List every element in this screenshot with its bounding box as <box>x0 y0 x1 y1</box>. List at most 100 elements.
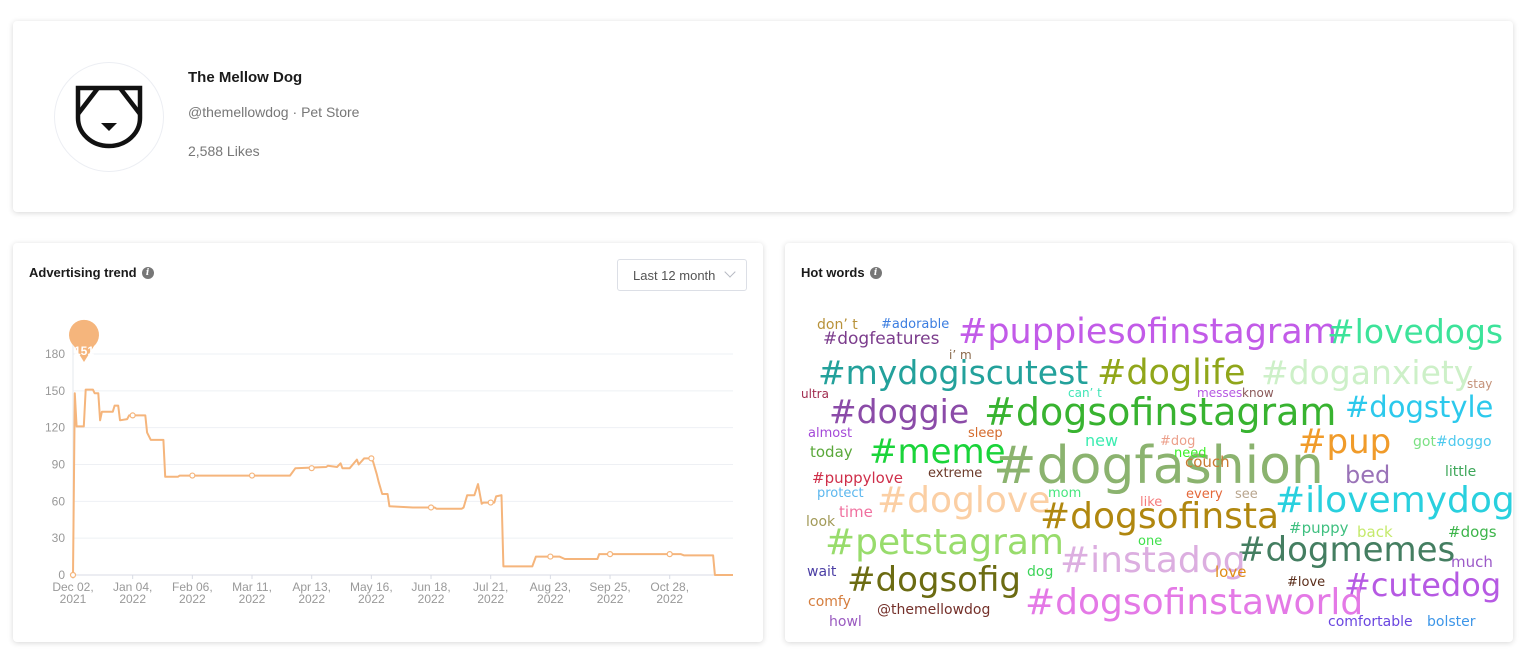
profile-likes: 2,588 Likes <box>188 143 260 159</box>
hot-word: mom <box>1048 486 1082 501</box>
range-select[interactable]: Last 12 month <box>617 259 747 291</box>
data-marker[interactable] <box>189 472 196 479</box>
peak-pin-value: 151 <box>74 344 94 358</box>
hot-word: dog <box>1027 564 1054 580</box>
hot-word: couch <box>1185 453 1230 471</box>
x-tick-label: Jan 04, <box>113 580 152 594</box>
x-tick-label: Sep 25, <box>589 580 630 594</box>
hot-words-card: Hot words i don’ t #adorable #dogfeatures #… <box>785 243 1515 642</box>
data-marker[interactable] <box>368 455 375 462</box>
x-tick-label-year: 2022 <box>179 592 206 606</box>
x-tick-label: Aug 23, <box>530 580 571 594</box>
hot-word: #puppiesofinstagram <box>958 312 1337 352</box>
hot-word: little <box>1445 464 1477 480</box>
hot-word: see <box>1235 487 1258 502</box>
x-tick-label-year: 2022 <box>597 592 624 606</box>
separator: · <box>288 104 302 120</box>
data-marker[interactable] <box>427 504 435 511</box>
hot-word: #dogmemes <box>1237 530 1456 570</box>
hot-word: #meme <box>869 432 1006 472</box>
y-tick-label: 90 <box>52 458 66 472</box>
hot-word: #cutedog <box>1344 566 1502 604</box>
hot-word: extreme <box>928 466 983 481</box>
x-tick-label-year: 2022 <box>239 592 266 606</box>
y-tick-label: 180 <box>45 347 65 361</box>
x-tick-label: May 16, <box>350 580 393 594</box>
y-tick-label: 30 <box>52 531 66 545</box>
hot-word: protect <box>817 486 864 501</box>
hot-word: i’ m <box>949 348 972 362</box>
hot-word: today <box>810 443 853 461</box>
hot-word: #doggie <box>829 392 970 431</box>
y-tick-label: 0 <box>58 568 65 582</box>
hot-word: don’ t <box>817 317 858 333</box>
hot-word: #adorable <box>881 317 950 332</box>
data-marker[interactable] <box>248 472 256 479</box>
hot-word: #mydogiscutest <box>818 353 1089 392</box>
data-marker[interactable] <box>606 551 614 558</box>
y-tick-label: 120 <box>45 421 65 435</box>
hot-word: #dogsofig <box>847 560 1021 600</box>
profile-category: Pet Store <box>301 104 360 120</box>
hot-word: can’ t <box>1068 386 1102 400</box>
advertising-trend-card: Advertising trend i Last 12 month 0 30 60 9… <box>13 243 763 642</box>
trend-line <box>72 388 733 576</box>
profile-name: The Mellow Dog <box>188 69 303 86</box>
hot-word: comfortable <box>1328 614 1413 630</box>
data-marker[interactable] <box>129 412 136 419</box>
hot-word: got <box>1413 434 1436 450</box>
x-tick-label: Oct 28, <box>650 580 689 594</box>
data-marker[interactable] <box>69 571 77 579</box>
x-tick-label-year: 2022 <box>656 592 683 606</box>
hot-word: #doggo <box>1436 434 1492 450</box>
data-marker[interactable] <box>547 553 554 560</box>
hot-word: #doglove <box>877 480 1051 521</box>
data-marker[interactable] <box>487 499 494 506</box>
hot-word: #lovedogs <box>1327 312 1504 351</box>
hot-word: #puppylove <box>812 469 903 487</box>
hot-word: look <box>806 514 836 530</box>
avatar <box>54 62 164 172</box>
hot-word: #petstagram <box>825 522 1064 563</box>
y-tick-label: 150 <box>45 384 65 398</box>
hot-word: #puppy <box>1289 519 1349 537</box>
x-tick-label-year: 2021 <box>60 592 87 606</box>
x-tick-label: Dec 02, <box>52 580 93 594</box>
hot-word: #dog <box>1160 434 1196 449</box>
hot-word: time <box>839 503 873 521</box>
hot-word: #dogfeatures <box>823 329 940 349</box>
peak-pin-icon <box>69 319 99 362</box>
data-marker[interactable] <box>666 551 673 558</box>
profile-handle: @themellowdog <box>188 104 289 120</box>
hot-words-title-text: Hot words <box>801 265 865 280</box>
hot-word: #dogsofinstagram <box>984 390 1337 434</box>
hot-word: stay <box>1467 377 1493 391</box>
x-tick-label-year: 2022 <box>358 592 385 606</box>
hot-word: #ilovemydog <box>1275 480 1515 521</box>
x-tick-label: Feb 06, <box>172 580 213 594</box>
hot-word: #dogsofinsta <box>1040 496 1280 537</box>
hot-word: #instadog <box>1060 540 1246 581</box>
hot-word: #dogfashion <box>993 436 1324 496</box>
trend-title-text: Advertising trend <box>29 265 137 280</box>
hot-word: wait <box>807 564 837 580</box>
x-tick-label-year: 2022 <box>298 592 325 606</box>
hot-word: much <box>1451 553 1493 571</box>
dog-face-logo-icon <box>75 85 143 149</box>
x-tick-label-year: 2022 <box>119 592 146 606</box>
hot-word: almost <box>808 426 853 441</box>
hot-word: #pup <box>1298 422 1392 462</box>
info-icon[interactable]: i <box>141 266 154 279</box>
trend-title: Advertising trend i <box>29 265 154 280</box>
hot-word: love <box>1215 563 1247 581</box>
hot-word: like <box>1140 495 1163 510</box>
hot-word: #doglife <box>1097 353 1246 393</box>
data-marker[interactable] <box>308 465 315 472</box>
info-icon[interactable]: i <box>869 266 882 279</box>
x-tick-label: Jun 18, <box>411 580 450 594</box>
hot-word: ultra <box>801 387 829 401</box>
range-select-value: Last 12 month <box>633 267 716 283</box>
hot-word: #dogsofinstaworld <box>1025 582 1364 623</box>
hot-word: comfy <box>808 594 851 610</box>
